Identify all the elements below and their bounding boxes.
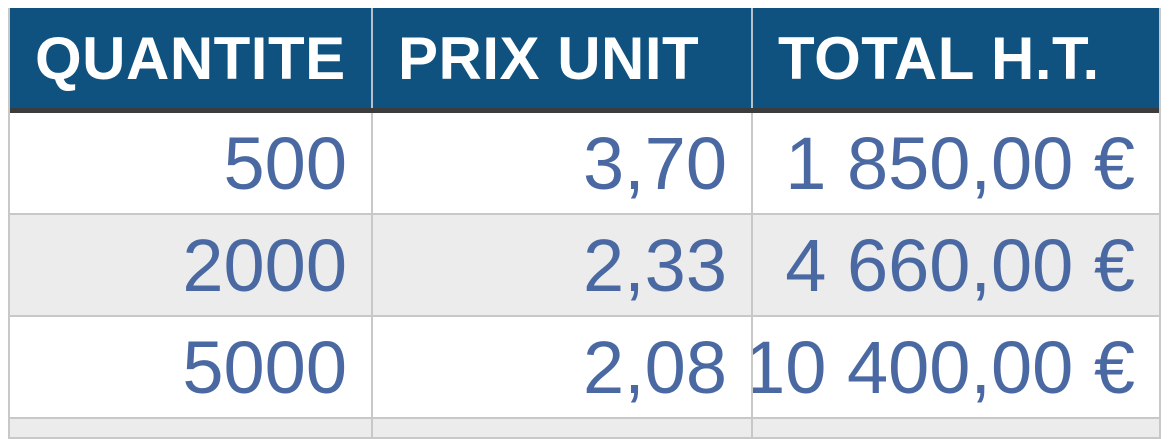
cell-total: 10 400,00 € [753,317,1159,417]
cell-unit-price: 2,08 [373,317,753,417]
table: QUANTITE PRIX UNIT TOTAL H.T. 500 3,70 1… [8,8,1161,439]
total-value: 4 660,00 € [785,223,1135,307]
cell-quantity: 5000 [10,317,373,417]
cell-total [753,419,1159,437]
header-quantite: QUANTITE [10,8,373,108]
table-row: 5000 2,08 10 400,00 € [10,317,1159,419]
cell-quantity: 500 [10,113,373,213]
table-header-row: QUANTITE PRIX UNIT TOTAL H.T. [10,8,1159,108]
cell-quantity [10,419,373,437]
total-value: 1 850,00 € [785,121,1135,205]
cell-total: 4 660,00 € [753,215,1159,315]
total-value: 10 400,00 € [753,325,1135,409]
cell-unit-price: 2,33 [373,215,753,315]
cell-unit-price [373,419,753,437]
header-prix-unit-label: PRIX UNIT [398,24,700,92]
cell-total: 1 850,00 € [753,113,1159,213]
unit-price-value: 2,33 [582,223,727,307]
header-quantite-label: QUANTITE [35,24,346,92]
header-underline [10,108,1159,113]
quantity-value: 2000 [182,223,347,307]
header-prix-unit: PRIX UNIT [373,8,753,108]
table-row-partial [10,419,1159,439]
cell-unit-price: 3,70 [373,113,753,213]
unit-price-value: 2,08 [582,325,727,409]
header-total-ht-label: TOTAL H.T. [778,24,1100,92]
pricing-table: QUANTITE PRIX UNIT TOTAL H.T. 500 3,70 1… [8,8,1161,439]
unit-price-value: 3,70 [582,121,727,205]
table-row: 500 3,70 1 850,00 € [10,113,1159,215]
quantity-value: 5000 [182,325,347,409]
table-row: 2000 2,33 4 660,00 € [10,215,1159,317]
cell-quantity: 2000 [10,215,373,315]
header-total-ht: TOTAL H.T. [753,8,1159,108]
quantity-value: 500 [223,121,347,205]
